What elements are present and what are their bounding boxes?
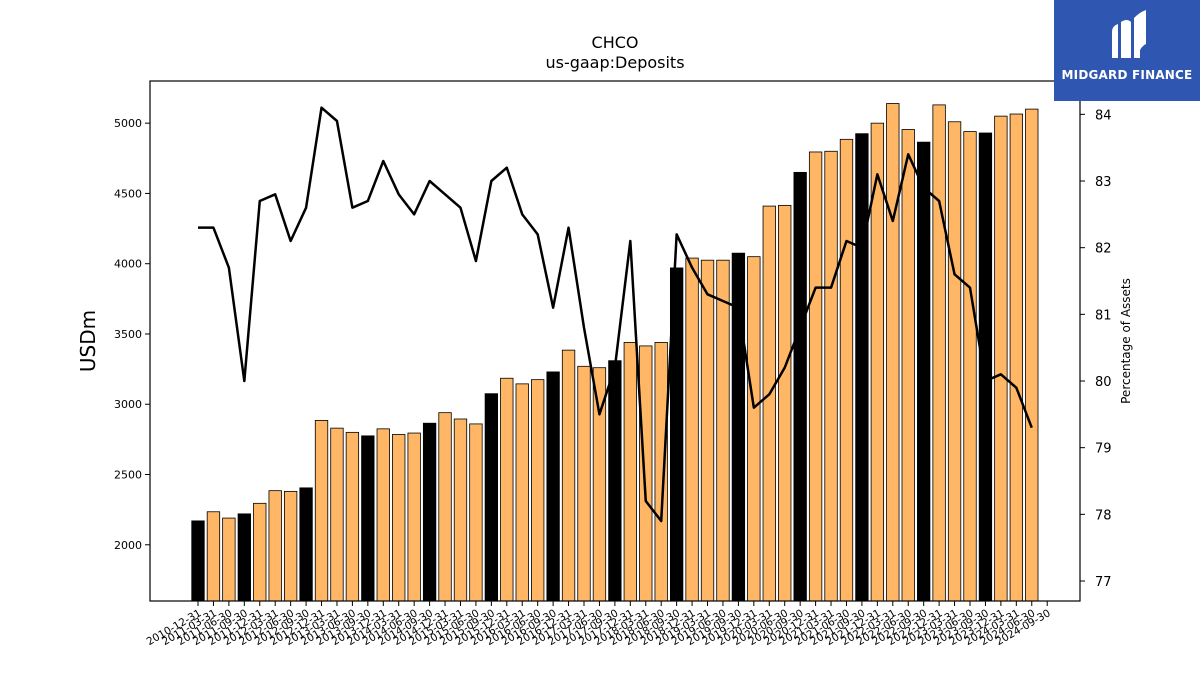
deposit-bar (361, 435, 375, 602)
x-axis: 2010-12-312011-03-312011-06-302011-09-30… (145, 601, 1053, 648)
y-right-tick-label: 84 (1095, 108, 1112, 123)
deposit-bar (561, 349, 576, 602)
deposit-bar (1009, 113, 1023, 602)
deposit-bar (407, 432, 421, 602)
deposit-bar (623, 342, 637, 602)
y-right-tick-label: 81 (1095, 308, 1112, 323)
y-axis-right: 77 78 79 80 81 82 83 84 (1080, 108, 1112, 590)
deposit-bar (808, 151, 823, 602)
deposit-bar (253, 502, 267, 602)
deposit-bar (546, 371, 560, 602)
deposit-bar (484, 393, 499, 602)
deposit-bar (345, 431, 360, 602)
deposit-bar (268, 490, 282, 602)
deposit-bar (917, 141, 931, 602)
deposit-bar (531, 379, 545, 602)
chart-subtitle: us-gaap:Deposits (545, 53, 684, 72)
deposit-bar (855, 133, 869, 602)
y-right-tick-label: 78 (1095, 508, 1112, 523)
deposit-bar (376, 428, 390, 602)
deposit-bar (299, 487, 313, 602)
y-left-tick-label: 4500 (114, 187, 142, 200)
deposit-bar (716, 259, 730, 602)
deposit-bar (824, 150, 838, 602)
deposit-bar (762, 205, 776, 602)
deposit-bar (438, 412, 452, 602)
deposit-bar (932, 104, 946, 602)
y-left-tick-label: 3000 (114, 398, 142, 411)
y-left-tick-label: 2500 (114, 469, 142, 482)
deposit-bar (191, 520, 205, 602)
brand-name: MIDGARD FINANCE (1061, 68, 1193, 82)
deposit-bar (685, 257, 699, 602)
y-axis-right-label: Percentage of Assets (1119, 278, 1133, 404)
y-right-tick-label: 83 (1095, 175, 1112, 190)
deposit-bar (577, 365, 591, 602)
y-left-tick-label: 5000 (114, 117, 142, 130)
deposit-bar (314, 420, 329, 602)
midgard-finance-logo: MIDGARD FINANCE (1054, 0, 1200, 101)
y-left-tick-label: 4000 (114, 258, 142, 271)
y-left-tick-label: 3500 (114, 328, 142, 341)
deposit-bar (839, 138, 854, 602)
deposit-bar (237, 513, 251, 602)
deposit-bar (330, 427, 344, 602)
deposit-bar (994, 115, 1008, 602)
deposit-bar (422, 422, 437, 602)
pct-of-assets-line (198, 106, 1033, 523)
y-right-tick-label: 77 (1095, 575, 1112, 590)
deposit-bar (608, 360, 622, 602)
logo-mark-icon (1112, 10, 1146, 58)
deposit-bar (963, 131, 977, 602)
deposit-bar (747, 256, 761, 602)
deposit-bar (283, 490, 298, 602)
deposit-bar (515, 383, 529, 602)
deposit-bar (206, 511, 221, 602)
deposit-bar (886, 103, 900, 602)
y-right-tick-label: 82 (1095, 242, 1112, 257)
deposit-bar (453, 418, 468, 602)
bar-series (191, 103, 1039, 602)
deposit-bar (654, 342, 668, 602)
pct-line-series (198, 106, 1033, 523)
y-axis-left: 2000 2500 3000 3500 4000 4500 5000 (114, 117, 150, 552)
y-left-tick-label: 2000 (114, 539, 142, 552)
deposit-bar (500, 377, 514, 602)
deposit-bar (469, 423, 483, 602)
deposit-bar (978, 132, 993, 602)
deposit-bar (639, 345, 653, 602)
y-right-tick-label: 79 (1095, 442, 1112, 457)
deposit-bar (778, 204, 792, 602)
deposit-bar (793, 171, 807, 602)
y-axis-left-label: USDm (76, 310, 100, 372)
y-right-tick-label: 80 (1095, 375, 1112, 390)
chart-title: CHCO (592, 33, 639, 52)
deposit-bar (1025, 108, 1039, 602)
deposit-bar (222, 517, 236, 602)
deposit-bar (901, 129, 915, 602)
deposit-bar (947, 121, 962, 602)
deposit-bar (392, 434, 406, 602)
deposit-bar (700, 259, 715, 602)
